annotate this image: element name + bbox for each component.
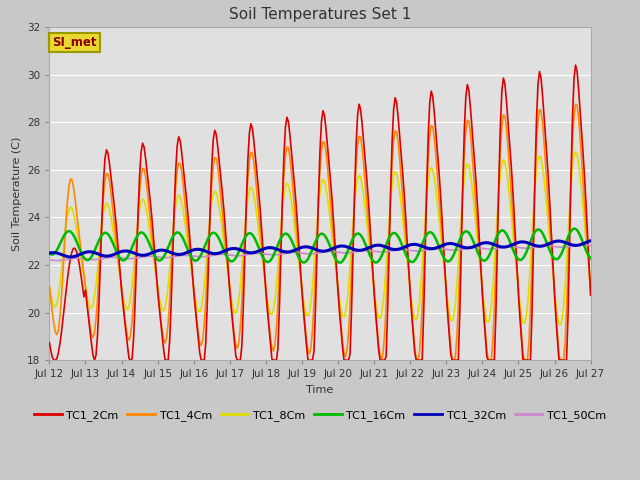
TC1_16Cm [355, 231, 363, 237]
TC1_32Cm [373, 242, 381, 248]
TC1_4Cm [414, 357, 422, 363]
TC1_2Cm [385, 248, 393, 253]
TC1_16Cm [147, 243, 154, 249]
Line: TC1_50Cm: TC1_50Cm [49, 245, 591, 261]
TC1_50Cm [522, 245, 530, 251]
TC1_8Cm [557, 322, 564, 328]
Text: SI_met: SI_met [52, 36, 97, 48]
TC1_16Cm [61, 232, 68, 238]
TC1_32Cm [385, 245, 393, 251]
TC1_16Cm [587, 255, 595, 261]
TC1_2Cm [50, 357, 58, 363]
TC1_32Cm [45, 250, 53, 256]
TC1_8Cm [354, 176, 362, 182]
TC1_2Cm [587, 292, 595, 298]
TC1_32Cm [148, 250, 156, 256]
TC1_8Cm [520, 321, 528, 326]
Title: Soil Temperatures Set 1: Soil Temperatures Set 1 [229, 7, 411, 22]
TC1_4Cm [587, 287, 595, 292]
TC1_2Cm [572, 62, 579, 68]
Line: TC1_16Cm: TC1_16Cm [49, 228, 591, 263]
Line: TC1_32Cm: TC1_32Cm [49, 241, 591, 257]
TC1_4Cm [45, 283, 53, 289]
TC1_2Cm [45, 340, 53, 346]
TC1_16Cm [45, 250, 53, 256]
TC1_8Cm [572, 149, 579, 155]
TC1_50Cm [62, 257, 70, 263]
TC1_16Cm [336, 260, 344, 265]
TC1_2Cm [148, 212, 156, 218]
TC1_4Cm [372, 305, 380, 311]
TC1_4Cm [354, 143, 362, 149]
TC1_32Cm [355, 248, 363, 253]
Line: TC1_2Cm: TC1_2Cm [49, 65, 591, 360]
TC1_8Cm [45, 284, 53, 290]
TC1_4Cm [61, 244, 68, 250]
TC1_32Cm [587, 238, 595, 244]
TC1_50Cm [148, 253, 156, 259]
TC1_2Cm [355, 101, 363, 107]
TC1_50Cm [373, 249, 381, 254]
TC1_32Cm [67, 254, 74, 260]
TC1_16Cm [373, 259, 381, 265]
TC1_2Cm [62, 289, 70, 295]
TC1_4Cm [384, 266, 392, 272]
X-axis label: Time: Time [307, 385, 333, 395]
TC1_4Cm [147, 216, 154, 222]
TC1_2Cm [522, 357, 530, 363]
Legend: TC1_2Cm, TC1_4Cm, TC1_8Cm, TC1_16Cm, TC1_32Cm, TC1_50Cm: TC1_2Cm, TC1_4Cm, TC1_8Cm, TC1_16Cm, TC1… [29, 406, 611, 425]
TC1_50Cm [45, 257, 53, 263]
Line: TC1_4Cm: TC1_4Cm [49, 104, 591, 360]
Line: TC1_8Cm: TC1_8Cm [49, 152, 591, 325]
TC1_50Cm [53, 258, 61, 264]
TC1_2Cm [373, 329, 381, 335]
TC1_32Cm [522, 240, 530, 245]
TC1_50Cm [355, 248, 363, 254]
TC1_50Cm [385, 249, 393, 254]
TC1_8Cm [587, 288, 595, 293]
TC1_4Cm [572, 101, 579, 107]
TC1_16Cm [385, 235, 393, 241]
TC1_16Cm [570, 226, 578, 231]
TC1_50Cm [587, 243, 595, 249]
TC1_32Cm [61, 253, 68, 259]
Y-axis label: Soil Temperature (C): Soil Temperature (C) [12, 136, 22, 251]
TC1_4Cm [522, 357, 530, 363]
TC1_16Cm [522, 250, 530, 256]
TC1_8Cm [384, 240, 392, 246]
TC1_8Cm [61, 237, 68, 243]
TC1_50Cm [579, 242, 587, 248]
TC1_8Cm [147, 231, 154, 237]
TC1_8Cm [372, 298, 380, 304]
